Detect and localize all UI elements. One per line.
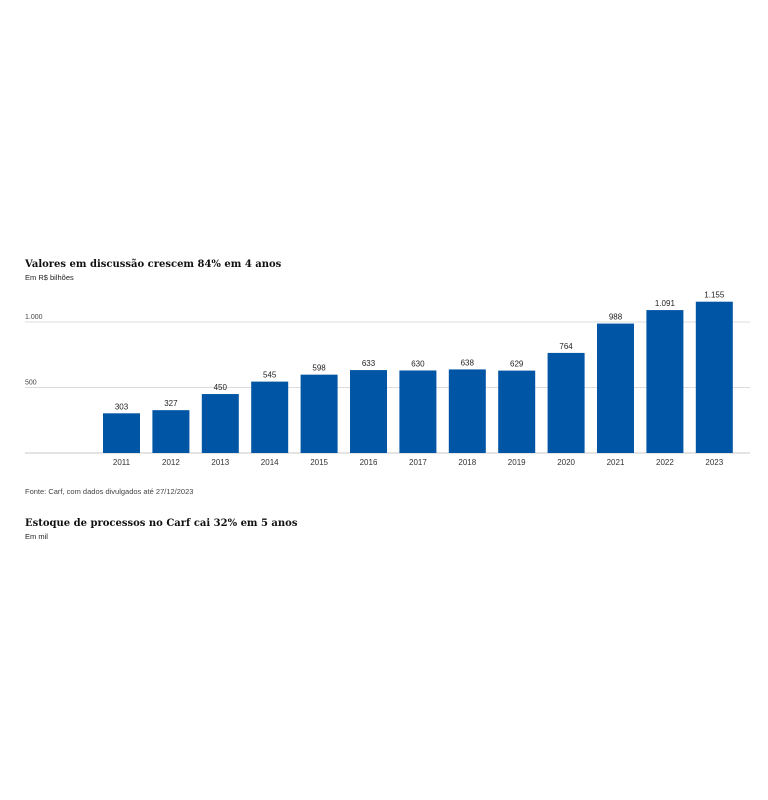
bar (547, 352, 585, 453)
bar (399, 370, 437, 453)
bar (251, 381, 289, 453)
x-tick-label: 2017 (409, 458, 427, 467)
x-tick-label: 2012 (162, 458, 180, 467)
second-chart-subtitle: Em mil (25, 532, 48, 541)
data-label: 545 (263, 371, 277, 380)
data-label: 327 (164, 399, 178, 408)
bar (350, 370, 387, 453)
data-label: 638 (461, 358, 475, 367)
bar (695, 301, 733, 453)
bar (300, 374, 338, 453)
data-label: 630 (411, 359, 425, 368)
data-label: 629 (510, 360, 524, 369)
data-label: 1.091 (655, 299, 676, 308)
data-label: 1.155 (704, 291, 725, 300)
y-tick-label: 1.000 (25, 314, 43, 321)
bar (448, 369, 486, 453)
data-label: 764 (559, 342, 573, 351)
bar (103, 413, 140, 453)
x-tick-label: 2020 (557, 458, 575, 467)
bar (646, 310, 684, 453)
y-tick-label: 500 (25, 380, 37, 387)
x-tick-label: 2016 (360, 458, 378, 467)
data-label: 633 (362, 359, 376, 368)
x-tick-label: 2015 (310, 458, 328, 467)
x-tick-label: 2011 (113, 458, 131, 467)
bar (152, 410, 190, 453)
x-tick-label: 2014 (261, 458, 279, 467)
x-tick-label: 2018 (458, 458, 476, 467)
x-tick-label: 2013 (211, 458, 229, 467)
x-tick-label: 2023 (705, 458, 723, 467)
data-label: 450 (214, 383, 228, 392)
bar (597, 323, 634, 453)
bar (498, 370, 536, 453)
chart-subtitle: Em R$ bilhões (25, 273, 74, 282)
bar (201, 394, 239, 453)
chart-title: Valores em discussão crescem 84% em 4 an… (25, 259, 282, 270)
second-chart-title: Estoque de processos no Carf cai 32% em … (25, 518, 298, 529)
x-tick-label: 2019 (508, 458, 526, 467)
source-note: Fonte: Carf, com dados divulgados até 27… (25, 487, 194, 496)
data-label: 988 (609, 313, 623, 322)
data-label: 303 (115, 402, 129, 411)
data-label: 598 (312, 364, 326, 373)
x-tick-label: 2021 (607, 458, 625, 467)
x-tick-label: 2022 (656, 458, 674, 467)
